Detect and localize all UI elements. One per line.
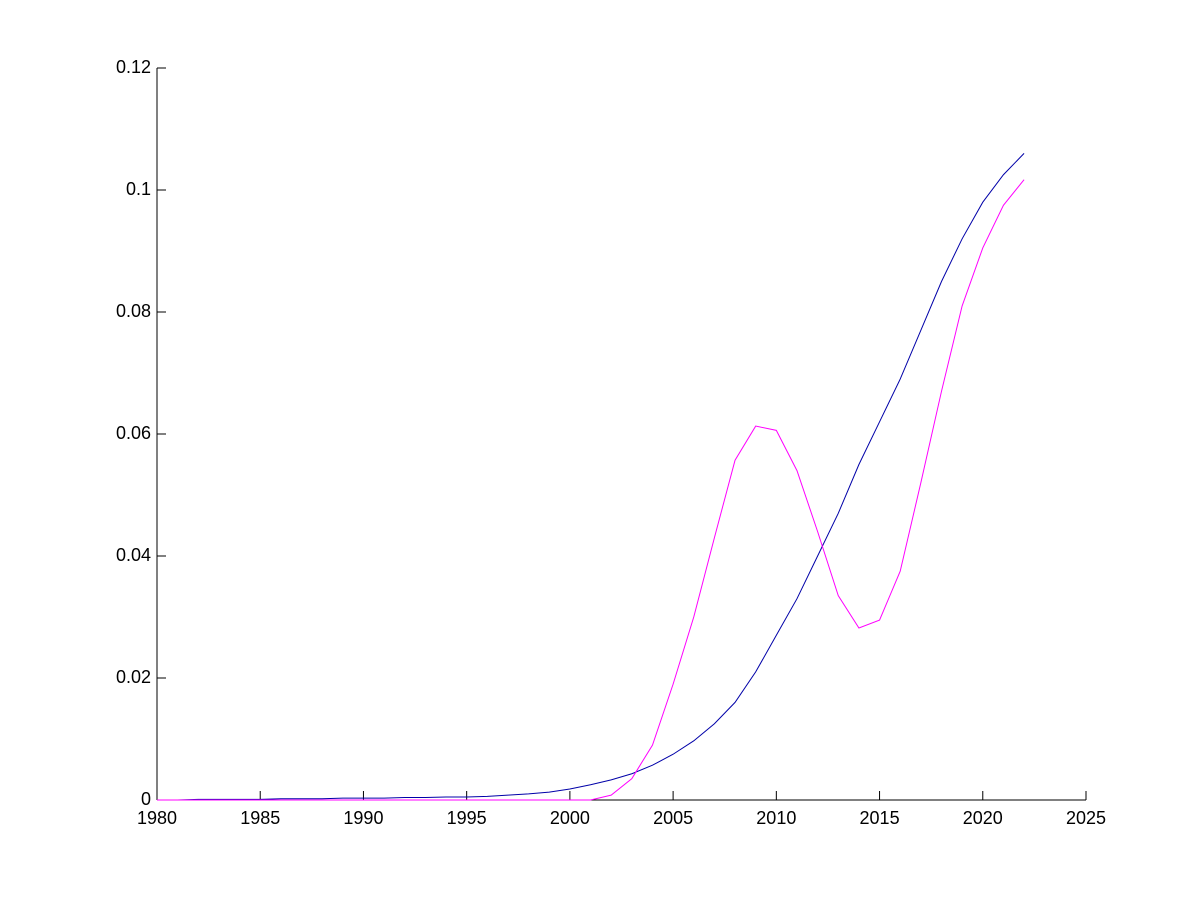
x-tick-label: 1995 bbox=[447, 808, 487, 828]
x-tick-label: 2015 bbox=[860, 808, 900, 828]
x-tick-label: 2000 bbox=[550, 808, 590, 828]
x-tick-label: 2005 bbox=[653, 808, 693, 828]
y-tick-label: 0.08 bbox=[116, 301, 151, 321]
y-tick-label: 0 bbox=[141, 789, 151, 809]
x-tick-label: 2020 bbox=[963, 808, 1003, 828]
x-tick-label: 2010 bbox=[756, 808, 796, 828]
series-line bbox=[157, 153, 1025, 801]
x-tick-label: 1985 bbox=[240, 808, 280, 828]
y-tick-label: 0.02 bbox=[116, 667, 151, 687]
x-tick-label: 1980 bbox=[137, 808, 177, 828]
y-tick-label: 0.04 bbox=[116, 545, 151, 565]
x-tick-label: 1990 bbox=[343, 808, 383, 828]
y-tick-label: 0.06 bbox=[116, 423, 151, 443]
series-line bbox=[157, 179, 1025, 801]
y-tick-label: 0.1 bbox=[126, 179, 151, 199]
y-tick-label: 0.12 bbox=[116, 57, 151, 77]
x-tick-label: 2025 bbox=[1066, 808, 1106, 828]
